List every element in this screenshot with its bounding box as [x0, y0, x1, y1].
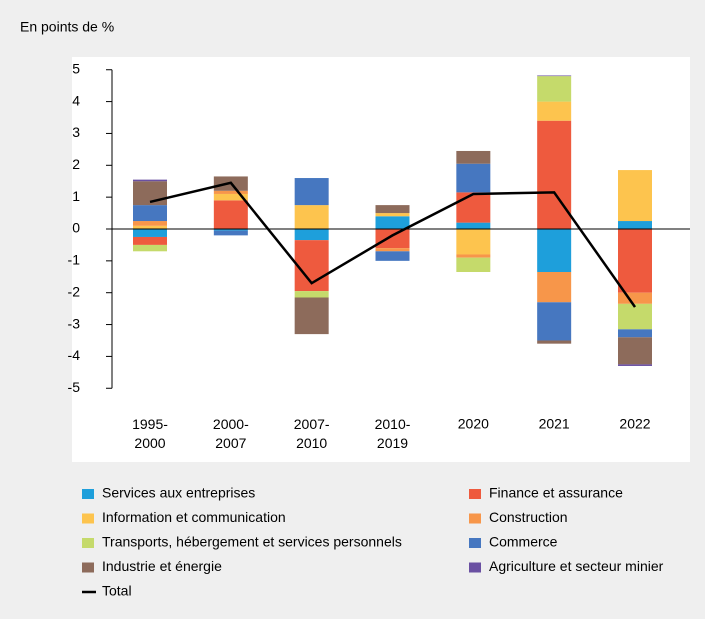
x-tick-label: 2000-2007	[213, 416, 249, 451]
y-tick-label: -5	[68, 379, 81, 395]
bar-segment	[537, 302, 572, 341]
legend-swatch	[82, 562, 94, 573]
bar-segment	[133, 221, 167, 226]
y-tick-label: -2	[68, 283, 81, 299]
bar-segment	[375, 213, 410, 217]
bar-segment	[456, 229, 491, 255]
x-tick-label: 2007-2010	[294, 416, 330, 451]
bar-segment	[537, 340, 572, 344]
bar-segment	[537, 120, 572, 229]
legend-label: Transports, hébergement et services pers…	[102, 534, 402, 550]
x-tick-label: 2020	[458, 416, 489, 432]
total-line	[149, 181, 637, 308]
y-tick-label: 0	[72, 220, 80, 236]
legend-label: Construction	[489, 509, 568, 525]
bar-segment	[537, 272, 572, 303]
y-tick-label: 1	[72, 188, 80, 204]
legend-label: Commerce	[489, 534, 558, 550]
bar-segment	[133, 225, 167, 229]
bar-segment	[213, 190, 248, 194]
x-tick-label: 2010-2019	[375, 416, 411, 451]
bar-segment	[618, 170, 652, 222]
bar-segment	[375, 248, 410, 252]
y-axis-label: En points de %	[20, 19, 114, 35]
y-tick-label: -4	[68, 347, 81, 363]
bar-segment	[618, 364, 652, 366]
bar-segment	[133, 229, 167, 237]
bar-segment	[294, 291, 329, 298]
y-tick-label: -3	[68, 315, 81, 331]
bar-segment	[133, 205, 167, 222]
y-tick-label: 4	[72, 92, 80, 108]
bar-segment	[618, 329, 652, 338]
bar-segment	[618, 292, 652, 304]
legend-label: Total	[102, 583, 132, 599]
bar-segment	[456, 222, 491, 229]
bar-segment	[537, 101, 572, 121]
bar-segment	[294, 297, 329, 335]
x-tick-label: 2021	[539, 416, 570, 432]
bar-segment	[456, 150, 491, 164]
y-tick-label: 2	[72, 156, 80, 172]
legend-label: Information et communication	[102, 509, 286, 525]
bar-segment	[213, 200, 248, 229]
legend-swatch	[469, 513, 481, 524]
legend-swatch	[469, 562, 481, 573]
bar-segment	[618, 229, 652, 293]
bar-segment	[537, 229, 572, 272]
bar-segment	[456, 254, 491, 258]
legend-label: Finance et assurance	[489, 485, 623, 501]
legend-swatch	[82, 513, 94, 524]
bar-segment	[456, 192, 491, 223]
legend-label: Agriculture et secteur minier	[489, 558, 664, 574]
legend-swatch	[469, 538, 481, 548]
bar-segment	[456, 163, 491, 193]
bar-segment	[375, 205, 410, 214]
bar-segment	[213, 229, 248, 231]
legend-label: Industrie et énergie	[102, 558, 222, 574]
bar-segment	[375, 216, 410, 229]
legend-swatch	[82, 489, 94, 499]
legend-swatch	[469, 489, 481, 499]
bar-segment	[213, 193, 248, 201]
bar-segment	[213, 230, 248, 236]
bar-segment	[294, 178, 329, 206]
bar-segment	[294, 205, 329, 229]
bar-segment	[618, 337, 652, 365]
y-tick-label: 5	[72, 60, 80, 76]
bar-segment	[133, 236, 167, 245]
y-tick-label: 3	[72, 124, 80, 140]
x-tick-label: 2022	[619, 416, 650, 432]
bar-segment	[133, 244, 167, 252]
x-tick-label: 1995-2000	[132, 416, 168, 451]
bar-segment	[456, 257, 491, 272]
bar-segment	[537, 76, 572, 102]
bar-segment	[537, 75, 572, 77]
bar-segment	[375, 229, 410, 249]
bar-segment	[618, 221, 652, 229]
legend-label: Services aux entreprises	[102, 485, 255, 501]
bar-segment	[133, 179, 167, 182]
bar-segment	[618, 303, 652, 330]
legend-swatch	[82, 538, 94, 548]
y-tick-label: -1	[68, 252, 81, 268]
bar-segment	[375, 251, 410, 261]
bar-segment	[294, 229, 329, 241]
